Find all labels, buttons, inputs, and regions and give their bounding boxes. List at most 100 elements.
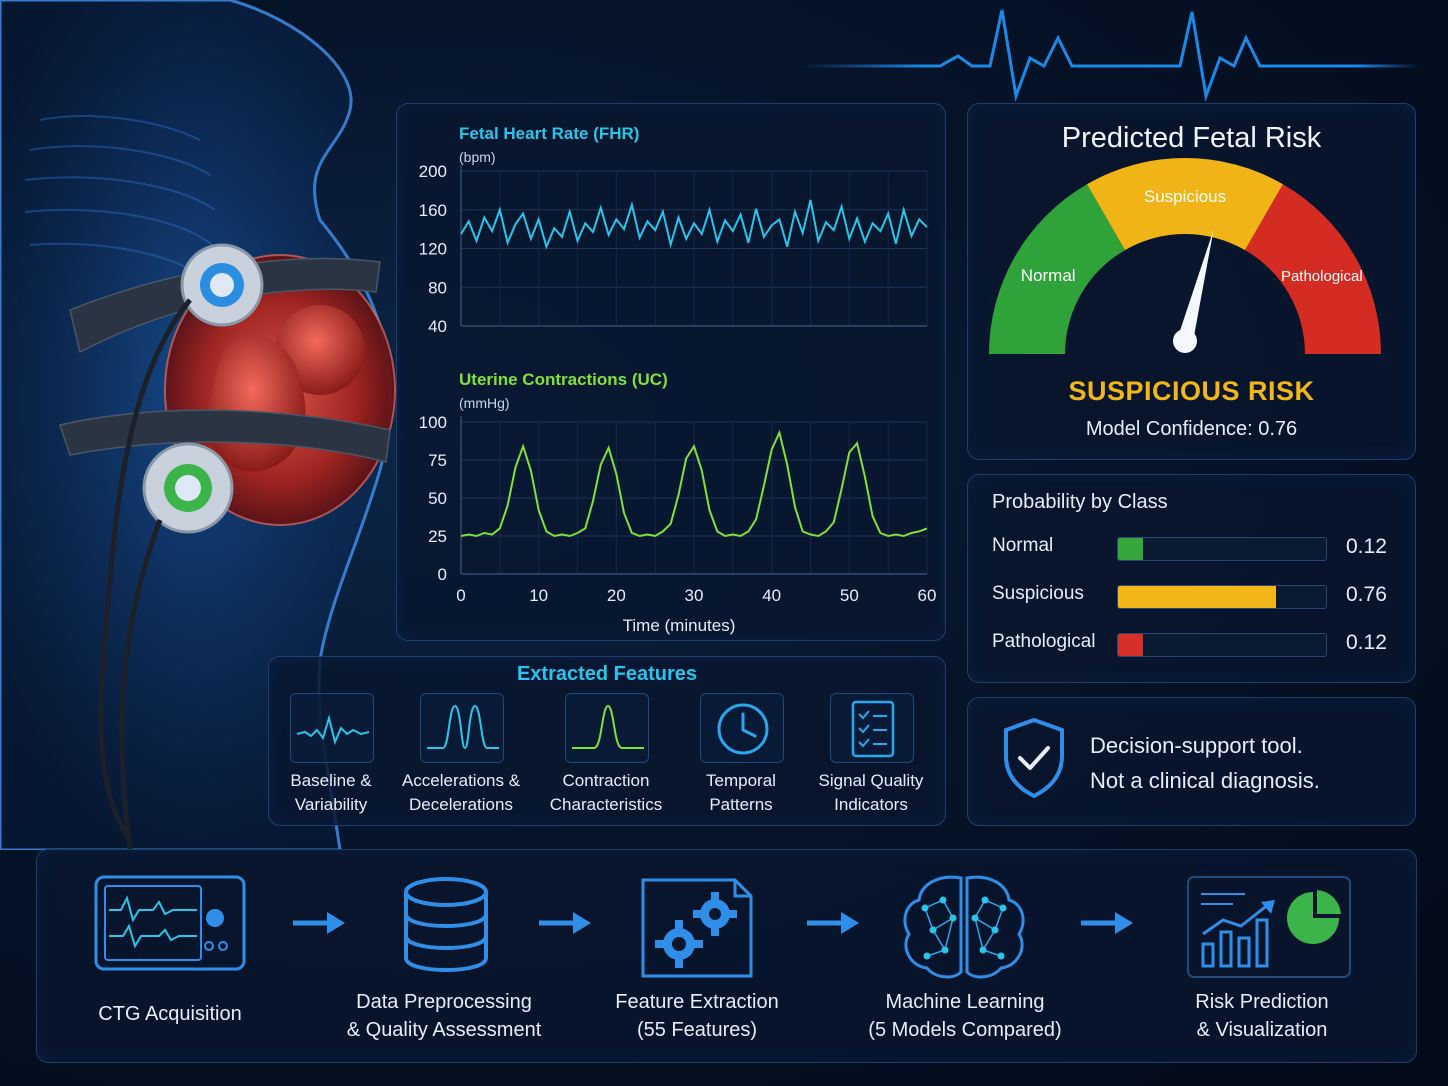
uc-x-ticks: 0 10 20 30 40 50 60: [456, 586, 936, 605]
uc-series-line: [460, 429, 928, 538]
risk-level-label: SUSPICIOUS RISK: [1068, 376, 1315, 406]
probability-row-pathological: Pathological 0.12: [968, 629, 1415, 659]
x-tick-label: 0: [456, 586, 465, 605]
fhr-chart-unit: (bpm): [459, 149, 496, 165]
gauge-title: Predicted Fetal Risk: [1061, 122, 1322, 154]
pipeline-step-line1: Machine Learning: [885, 991, 1045, 1013]
pipeline-step-label: Machine Learning (5 Models Compared): [849, 988, 1081, 1044]
y-tick-label: 200: [419, 162, 447, 181]
gauge-segment-normal: [989, 184, 1125, 354]
clock-icon: [700, 693, 784, 763]
gauge-segment-label: Suspicious: [1144, 187, 1226, 206]
y-tick-label: 40: [428, 317, 447, 336]
extracted-features-panel: Extracted Features Baseline & Variabilit…: [268, 656, 946, 826]
probability-bar-fill: [1118, 634, 1143, 656]
uc-grid: [460, 416, 928, 575]
uc-chart-unit: (mmHg): [459, 395, 510, 411]
x-tick-label: 50: [840, 586, 859, 605]
pipeline-step-label: Feature Extraction (55 Features): [597, 988, 797, 1044]
fhr-y-ticks: 200 160 120 80 40: [419, 162, 447, 336]
probability-value: 0.12: [1346, 631, 1387, 654]
database-icon: [404, 877, 488, 972]
fhr-chart-title: Fetal Heart Rate (FHR): [459, 124, 639, 143]
probability-label: Normal: [992, 535, 1054, 556]
probability-bar-track: [1117, 633, 1327, 657]
y-tick-label: 100: [419, 413, 447, 432]
arrow-right-icon: [807, 912, 859, 934]
gauge-segment-label: Normal: [1021, 266, 1076, 285]
pipeline-step-line1: Feature Extraction: [615, 991, 779, 1013]
arrow-right-icon: [539, 912, 591, 934]
disclaimer-line-2: Not a clinical diagnosis.: [1090, 768, 1320, 793]
probability-row-suspicious: Suspicious 0.76: [968, 581, 1415, 611]
single-peak-icon: [565, 693, 649, 763]
probability-title: Probability by Class: [992, 491, 1168, 513]
gauge-hub: [1173, 329, 1197, 353]
arrow-right-icon: [293, 912, 345, 934]
x-tick-label: 20: [607, 586, 626, 605]
risk-gauge: Normal Suspicious Pathological: [989, 158, 1381, 354]
fhr-series-line: [460, 199, 928, 250]
gauge-segment-pathological: [1245, 184, 1381, 354]
x-tick-label: 60: [918, 586, 937, 605]
pipeline-step-label: CTG Acquisition: [77, 1000, 263, 1028]
feature-label-line1: Accelerations &: [401, 771, 521, 790]
probability-value: 0.76: [1346, 583, 1387, 606]
arrow-right-icon: [1081, 912, 1133, 934]
y-tick-label: 25: [428, 527, 447, 546]
feature-label-line2: Characteristics: [549, 795, 663, 814]
gauge-segment-suspicious: [1087, 158, 1283, 251]
probability-bar-track: [1117, 537, 1327, 561]
probability-by-class-panel: Probability by Class Normal 0.12 Suspici…: [967, 474, 1416, 683]
pipeline-step-line1: CTG Acquisition: [98, 1003, 242, 1025]
disclaimer-line-1: Decision-support tool.: [1090, 733, 1303, 758]
y-tick-label: 120: [419, 240, 447, 259]
uc-x-axis-label: Time (minutes): [623, 616, 736, 635]
fhr-grid: [460, 165, 928, 327]
pipeline-step-preprocessing: [401, 876, 491, 981]
probability-bar-fill: [1118, 538, 1143, 560]
chart-report-icon: [1187, 876, 1351, 978]
x-tick-label: 10: [529, 586, 548, 605]
features-title: Extracted Features: [516, 663, 698, 685]
shield-check-icon: [1004, 717, 1064, 799]
probability-label: Pathological: [992, 631, 1096, 652]
checklist-icon: [830, 693, 914, 763]
pipeline-step-line2: (55 Features): [636, 1019, 758, 1041]
pipeline-step-label: Risk Prediction & Visualization: [1161, 988, 1363, 1044]
ctg-signals-panel: Fetal Heart Rate (FHR) (bpm) 200 160 120 80…: [396, 103, 946, 641]
probability-value: 0.12: [1346, 535, 1387, 558]
x-tick-label: 30: [685, 586, 704, 605]
feature-label-line2: Variability: [294, 795, 368, 814]
feature-label-line2: Indicators: [834, 795, 908, 814]
model-confidence: Model Confidence: 0.76: [1085, 418, 1298, 440]
double-peak-icon: [420, 693, 504, 763]
feature-label-line2: Patterns: [709, 795, 773, 814]
probability-bar-fill: [1118, 586, 1277, 608]
y-tick-label: 80: [428, 278, 447, 297]
feature-label-line2: Decelerations: [409, 795, 513, 814]
gears-document-icon: [641, 878, 753, 978]
brain-network-icon: [903, 875, 1025, 979]
probability-label: Suspicious: [992, 583, 1084, 604]
heartbeat-line-icon: [800, 9, 1420, 102]
disclaimer-panel: Decision-support tool. Not a clinical di…: [967, 697, 1416, 826]
pipeline-step-line1: Data Preprocessing: [356, 991, 532, 1013]
gauge-segment-label: Pathological: [1281, 268, 1363, 285]
y-tick-label: 50: [428, 489, 447, 508]
pipeline-panel: CTG Acquisition Data Preprocessing & Qua…: [36, 849, 1417, 1063]
x-tick-label: 40: [762, 586, 781, 605]
gauge-needle: [1177, 229, 1214, 343]
disclaimer-text: Decision-support tool. Not a clinical di…: [1090, 728, 1320, 798]
waveform-icon: [290, 693, 374, 763]
pipeline-step-machine-learning: [899, 872, 1029, 987]
pipeline-step-label: Data Preprocessing & Quality Assessment: [333, 988, 555, 1044]
pipeline-step-line2: & Quality Assessment: [346, 1019, 542, 1041]
pipeline-step-line1: Risk Prediction: [1195, 991, 1329, 1013]
probability-row-normal: Normal 0.12: [968, 533, 1415, 563]
pipeline-step-line2: (5 Models Compared): [868, 1019, 1062, 1041]
uc-chart-title: Uterine Contractions (UC): [459, 370, 668, 389]
y-tick-label: 75: [428, 451, 447, 470]
ctg-charts: Fetal Heart Rate (FHR) (bpm) 20016012080…: [419, 124, 937, 635]
ctg-monitor-icon: [94, 875, 246, 971]
